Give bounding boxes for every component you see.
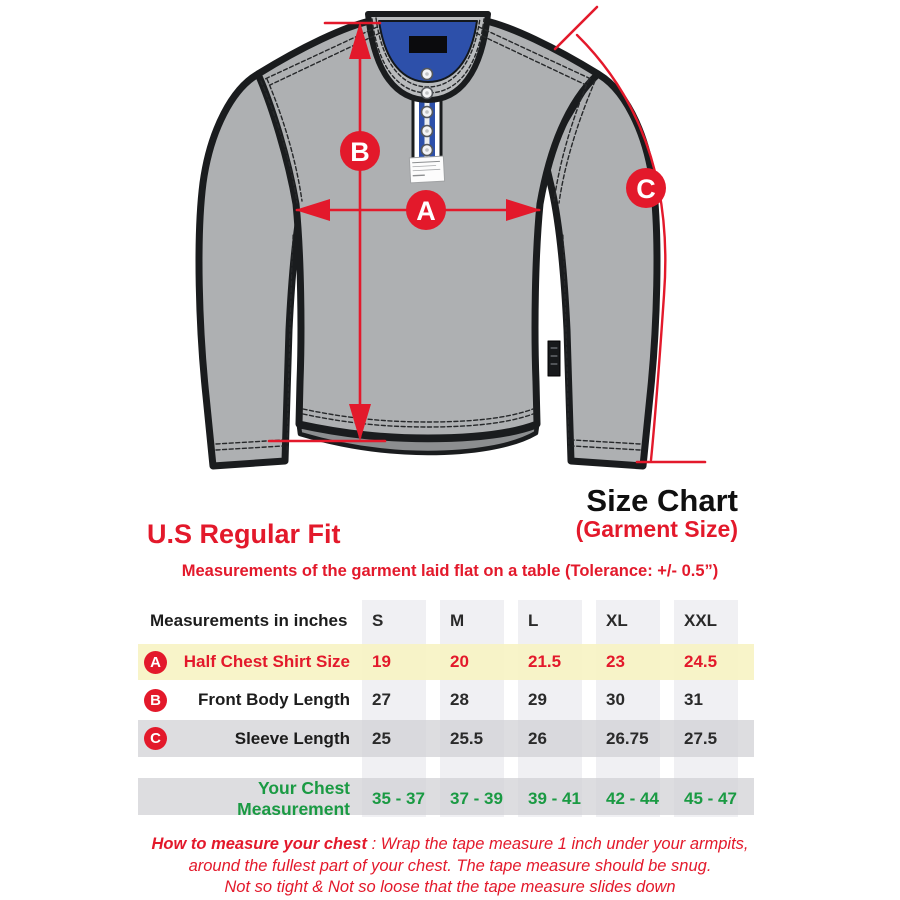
cell-value: 31 [684, 690, 703, 709]
cell-value: 39 - 41 [528, 789, 581, 808]
badge-b-letter: B [350, 137, 370, 167]
table-spacer-row [138, 759, 754, 776]
measurement-annotations: A B C [267, 5, 707, 464]
cell-value: 37 - 39 [450, 789, 503, 808]
tolerance-note: Measurements of the garment laid flat on… [181, 562, 719, 580]
measure-b-arrow [267, 21, 387, 443]
shirt-diagram: A B C [195, 5, 707, 470]
row-badge-b: B [144, 688, 167, 712]
instruction-rest: : Wrap the tape measure 1 inch under you… [366, 835, 749, 853]
cell-value: 45 - 47 [684, 789, 737, 808]
cell-value: 27.5 [684, 728, 718, 748]
shirt-sleeves [195, 68, 661, 470]
cell-value: 21.5 [528, 652, 562, 671]
row-label: Your Chest Measurement [237, 778, 350, 819]
fit-heading: U.S Regular Fit [147, 519, 341, 549]
shirt-hem-band [296, 423, 540, 456]
cell-value: 23 [606, 652, 625, 671]
badge-a-letter: A [416, 196, 436, 226]
cell-value: 28 [450, 690, 469, 709]
cell-value: 26.75 [606, 728, 649, 748]
measure-c-arc [553, 5, 707, 464]
table-header-label: Measurements in inches [150, 611, 348, 630]
table-row-front-body-length: B Front Body Length 27 28 29 30 31 [138, 682, 754, 718]
cell-value: 20 [450, 652, 469, 671]
table-header-row: Measurements in inches S M L XL XXL [138, 600, 754, 642]
measure-instructions: How to measure your chest : Wrap the tap… [0, 834, 900, 899]
cell-value: 25.5 [450, 728, 484, 748]
neck-label [409, 36, 447, 53]
size-col-m: M [450, 611, 465, 630]
instruction-line-3: Not so tight & Not so loose that the tap… [224, 878, 676, 896]
row-badge-a: A [144, 650, 167, 674]
table-row-half-chest: A Half Chest Shirt Size 19 20 21.5 23 24… [138, 644, 754, 680]
placket-buttons [420, 67, 434, 157]
cell-value: 29 [528, 690, 547, 709]
badge-a-circle [406, 190, 446, 230]
instruction-bold: How to measure your chest [151, 835, 367, 853]
collar [365, 11, 491, 103]
cell-value: 42 - 44 [606, 789, 659, 808]
instruction-line-2: around the fullest part of your chest. T… [188, 856, 712, 875]
badge-c-letter: C [636, 174, 656, 204]
row-label: Sleeve Length [234, 728, 350, 748]
size-col-s: S [372, 611, 384, 630]
badge-b-circle [340, 131, 380, 171]
stitching [215, 26, 641, 451]
cell-value: 26 [528, 728, 547, 748]
cell-value: 35 - 37 [372, 789, 425, 808]
table-row-sleeve-length: C Sleeve Length 25 25.5 26 26.75 27.5 [138, 720, 754, 757]
instruction-line-1: How to measure your chest : Wrap the tap… [0, 834, 900, 856]
size-table: Measurements in inches S M L XL XXL A Ha… [138, 600, 754, 819]
row-label: Half Chest Shirt Size [183, 652, 350, 671]
badge-c-circle [626, 168, 666, 208]
size-col-xl: XL [606, 611, 628, 630]
table-row-chest-measurement: Your Chest Measurement 35 - 37 37 - 39 3… [138, 778, 754, 819]
cell-value: 24.5 [684, 652, 718, 671]
side-tag [547, 340, 561, 377]
cell-value: 30 [606, 690, 625, 709]
size-col-l: L [528, 611, 539, 630]
cell-value: 27 [372, 690, 391, 709]
cell-value: 19 [372, 652, 391, 671]
page-title: Size Chart [586, 483, 738, 518]
woven-label [408, 155, 446, 184]
row-badge-c: C [144, 727, 167, 750]
cell-value: 25 [372, 728, 391, 748]
row-label: Front Body Length [197, 690, 350, 709]
page-subtitle: (Garment Size) [575, 516, 738, 542]
size-col-xxl: XXL [684, 611, 718, 630]
